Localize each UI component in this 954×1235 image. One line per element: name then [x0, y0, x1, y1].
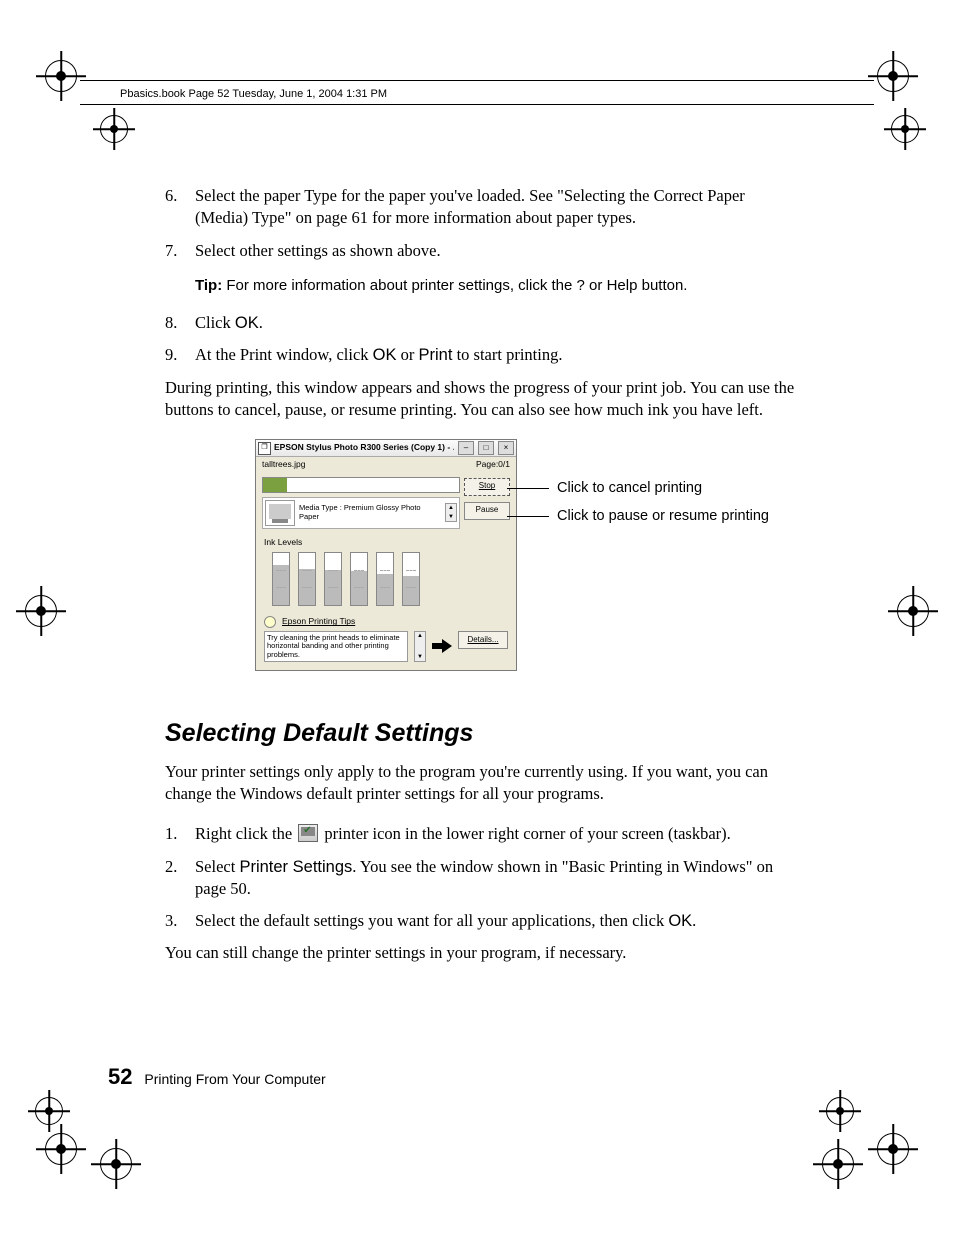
step-number: 8. — [165, 312, 177, 334]
ink-bar — [272, 552, 290, 606]
section-heading: Selecting Default Settings — [165, 717, 795, 751]
crop-mark-icon — [45, 1133, 77, 1165]
step-number: 6. — [165, 185, 177, 207]
crop-mark-icon — [897, 595, 929, 627]
tip-help: Help — [607, 277, 638, 294]
tips-row: Try cleaning the print heads to eliminat… — [264, 631, 508, 662]
sub-header: talltrees.jpg Page:0/1 — [256, 457, 516, 472]
ink-label: Ink Levels — [264, 537, 508, 548]
callout-pause: Click to pause or resume printing — [557, 507, 769, 527]
step-8: 8. Click OK. — [165, 312, 795, 334]
paragraph: You can still change the printer setting… — [165, 942, 795, 964]
maximize-button[interactable]: □ — [478, 441, 494, 455]
tip-text: For more information about printer setti… — [222, 277, 576, 294]
step-text: Select the default settings you want for… — [195, 911, 696, 930]
crop-mark-icon — [25, 595, 57, 627]
scroll-arrows[interactable]: ▲▼ — [445, 503, 457, 521]
tip-q: ? — [577, 277, 585, 294]
step-number: 9. — [165, 344, 177, 366]
minimize-button[interactable]: – — [458, 441, 474, 455]
step-c1: 1. Right click the printer icon in the l… — [165, 823, 795, 845]
ink-bar — [376, 552, 394, 606]
step-9: 9. At the Print window, click OK or Prin… — [165, 344, 795, 366]
ink-section: Ink Levels — [256, 533, 516, 612]
close-button[interactable]: × — [498, 441, 514, 455]
app-icon: ❐ — [258, 442, 271, 455]
crop-mark-icon — [822, 1148, 854, 1180]
media-box: Media Type : Premium Glossy Photo Paper … — [262, 497, 460, 529]
step-text: Select Printer Settings. You see the win… — [195, 857, 773, 898]
page-number: 52 — [108, 1064, 132, 1089]
step-text: Select the paper Type for the paper you'… — [195, 186, 745, 227]
running-head: Pbasics.book Page 52 Tuesday, June 1, 20… — [120, 88, 387, 100]
step-6: 6. Select the paper Type for the paper y… — [165, 185, 795, 230]
crop-mark-icon — [45, 60, 77, 92]
progress-bar — [262, 477, 460, 493]
upper-section: Media Type : Premium Glossy Photo Paper … — [256, 473, 516, 533]
paragraph: During printing, this window appears and… — [165, 377, 795, 422]
tips-text: Try cleaning the print heads to eliminat… — [264, 631, 408, 662]
tip-note: Tip: For more information about printer … — [195, 276, 795, 296]
ink-row — [264, 552, 508, 606]
crop-dot-icon — [35, 1097, 63, 1125]
pause-button[interactable]: Pause — [464, 502, 510, 520]
button-column: Stop Pause — [464, 477, 510, 529]
ink-bar — [324, 552, 342, 606]
page-footer: 52 Printing From Your Computer — [108, 1064, 326, 1090]
header-rule — [80, 104, 874, 105]
printer-icon — [265, 500, 295, 526]
crop-dot-icon — [826, 1097, 854, 1125]
step-number: 7. — [165, 240, 177, 262]
step-number: 3. — [165, 910, 177, 932]
step-list-b: 8. Click OK. 9. At the Print window, cli… — [165, 312, 795, 367]
tip-or: or — [585, 277, 607, 294]
titlebar: ❐ EPSON Stylus Photo R300 Series (Copy 1… — [256, 440, 516, 457]
step-7: 7. Select other settings as shown above. — [165, 240, 795, 262]
tip-label: Tip: — [195, 277, 222, 294]
page-counter: Page:0/1 — [476, 459, 510, 470]
tips-header-text: Epson Printing Tips — [282, 616, 355, 627]
step-text: Right click the printer icon in the lowe… — [195, 824, 731, 843]
step-c3: 3. Select the default settings you want … — [165, 910, 795, 932]
step-list-c: 1. Right click the printer icon in the l… — [165, 823, 795, 932]
progress-window-figure: ❐ EPSON Stylus Photo R300 Series (Copy 1… — [255, 439, 795, 689]
lightbulb-icon — [264, 616, 276, 628]
arrow-icon — [432, 639, 452, 653]
ink-bar — [350, 552, 368, 606]
window-title: EPSON Stylus Photo R300 Series (Copy 1) … — [274, 442, 454, 453]
page: Pbasics.book Page 52 Tuesday, June 1, 20… — [0, 0, 954, 1235]
content-area: 6. Select the paper Type for the paper y… — [165, 185, 795, 983]
progress-column: Media Type : Premium Glossy Photo Paper … — [262, 477, 460, 529]
ink-bar — [298, 552, 316, 606]
crop-dot-icon — [891, 115, 919, 143]
printer-tray-icon — [298, 824, 318, 842]
tip-after: button. — [637, 277, 687, 294]
callout-cancel: Click to cancel printing — [557, 479, 702, 499]
step-text: Click OK. — [195, 313, 263, 332]
progress-window: ❐ EPSON Stylus Photo R300 Series (Copy 1… — [255, 439, 517, 671]
step-number: 1. — [165, 823, 177, 845]
crop-mark-icon — [877, 1133, 909, 1165]
step-text: At the Print window, click OK or Print t… — [195, 345, 562, 364]
stop-button[interactable]: Stop — [464, 478, 510, 496]
step-c2: 2. Select Printer Settings. You see the … — [165, 856, 795, 901]
crop-mark-icon — [877, 60, 909, 92]
callout-line — [507, 516, 549, 517]
tips-section: Epson Printing Tips Try cleaning the pri… — [256, 612, 516, 670]
filename-text: talltrees.jpg — [262, 459, 305, 470]
crop-mark-icon — [100, 1148, 132, 1180]
step-text: Select other settings as shown above. — [195, 241, 441, 260]
tips-header: Epson Printing Tips — [264, 616, 508, 628]
media-text: Media Type : Premium Glossy Photo Paper — [299, 504, 441, 521]
section-name: Printing From Your Computer — [144, 1071, 325, 1087]
step-number: 2. — [165, 856, 177, 878]
paragraph: Your printer settings only apply to the … — [165, 761, 795, 806]
details-button[interactable]: Details... — [458, 631, 508, 649]
scroll-arrows[interactable]: ▲▼ — [414, 631, 426, 662]
step-list-a: 6. Select the paper Type for the paper y… — [165, 185, 795, 262]
ink-bar — [402, 552, 420, 606]
header-rule — [80, 80, 874, 81]
callout-line — [507, 488, 549, 489]
crop-dot-icon — [100, 115, 128, 143]
